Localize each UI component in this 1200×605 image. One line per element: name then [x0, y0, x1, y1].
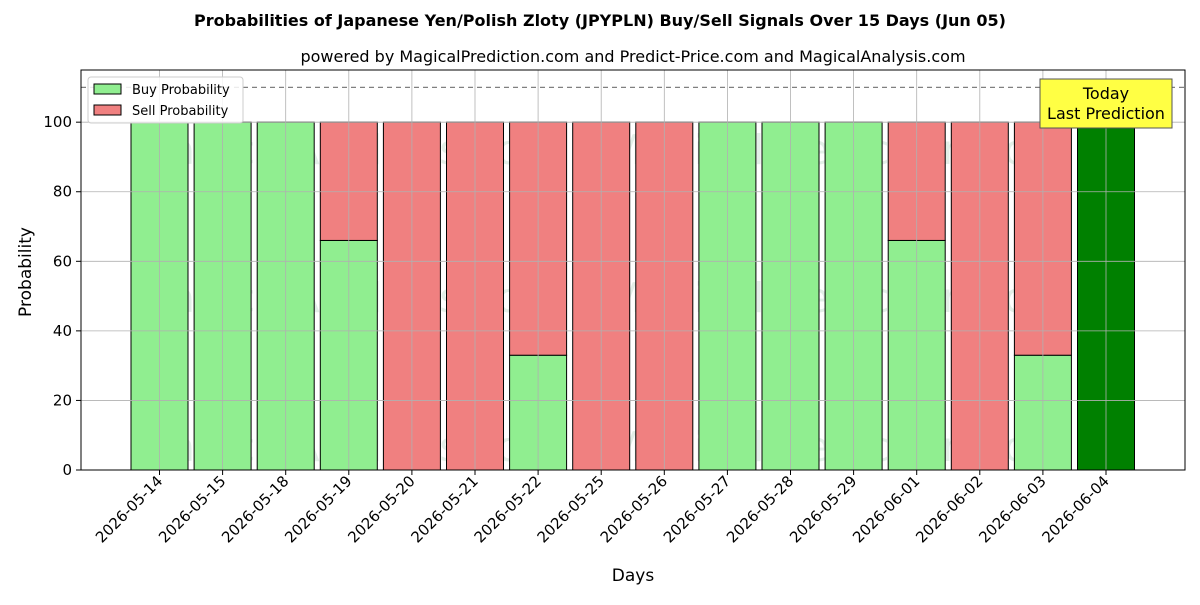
y-tick-label: 20 [53, 391, 72, 409]
y-tick-label: 60 [53, 252, 72, 270]
x-tick-label: 2026-05-19 [281, 472, 355, 546]
x-tick-label: 2026-05-27 [660, 472, 734, 546]
plot-area: MagicalAnalysis.comMagicalPrediction.com… [43, 69, 1186, 546]
annotation-box [1039, 78, 1173, 129]
y-tick-label: 80 [53, 183, 72, 201]
x-tick-label: 2026-05-14 [92, 472, 166, 546]
legend-entry-label: Buy Probability [132, 83, 230, 98]
x-tick-label: 2026-05-18 [218, 472, 292, 546]
y-tick-label: 40 [53, 322, 72, 340]
plot-frame [80, 69, 1186, 471]
annotation-text: Today [1082, 84, 1129, 103]
x-tick-label: 2026-06-04 [1038, 472, 1112, 546]
chart-subtitle: powered by MagicalPrediction.com and Pre… [300, 47, 965, 66]
x-tick-label: 2026-06-03 [975, 472, 1049, 546]
x-tick-label: 2026-05-15 [155, 472, 229, 546]
legend-swatch [93, 104, 122, 116]
x-axis-label: Days [612, 566, 655, 586]
x-tick-label: 2026-05-22 [471, 472, 545, 546]
x-tick-label: 2026-05-29 [786, 472, 860, 546]
x-tick-label: 2026-05-25 [534, 472, 608, 546]
x-tick-label: 2026-05-20 [344, 472, 418, 546]
x-tick-label: 2026-05-28 [723, 472, 797, 546]
x-tick-label: 2026-05-26 [597, 472, 671, 546]
y-tick-label: 100 [43, 113, 72, 131]
legend-swatch [93, 83, 122, 95]
x-tick-label: 2026-06-01 [849, 472, 923, 546]
legend-box [87, 76, 244, 124]
y-axis-label: Probability [16, 227, 36, 317]
chart-title: Probabilities of Japanese Yen/Polish Zlo… [194, 11, 1006, 30]
annotation-text: Last Prediction [1047, 104, 1165, 123]
y-tick-label: 0 [62, 461, 72, 479]
x-tick-label: 2026-06-02 [912, 472, 986, 546]
legend: Buy Probability Sell Probability [87, 76, 244, 124]
x-tick-label: 2026-05-21 [407, 472, 481, 546]
legend-entry-label: Sell Probability [132, 104, 229, 119]
